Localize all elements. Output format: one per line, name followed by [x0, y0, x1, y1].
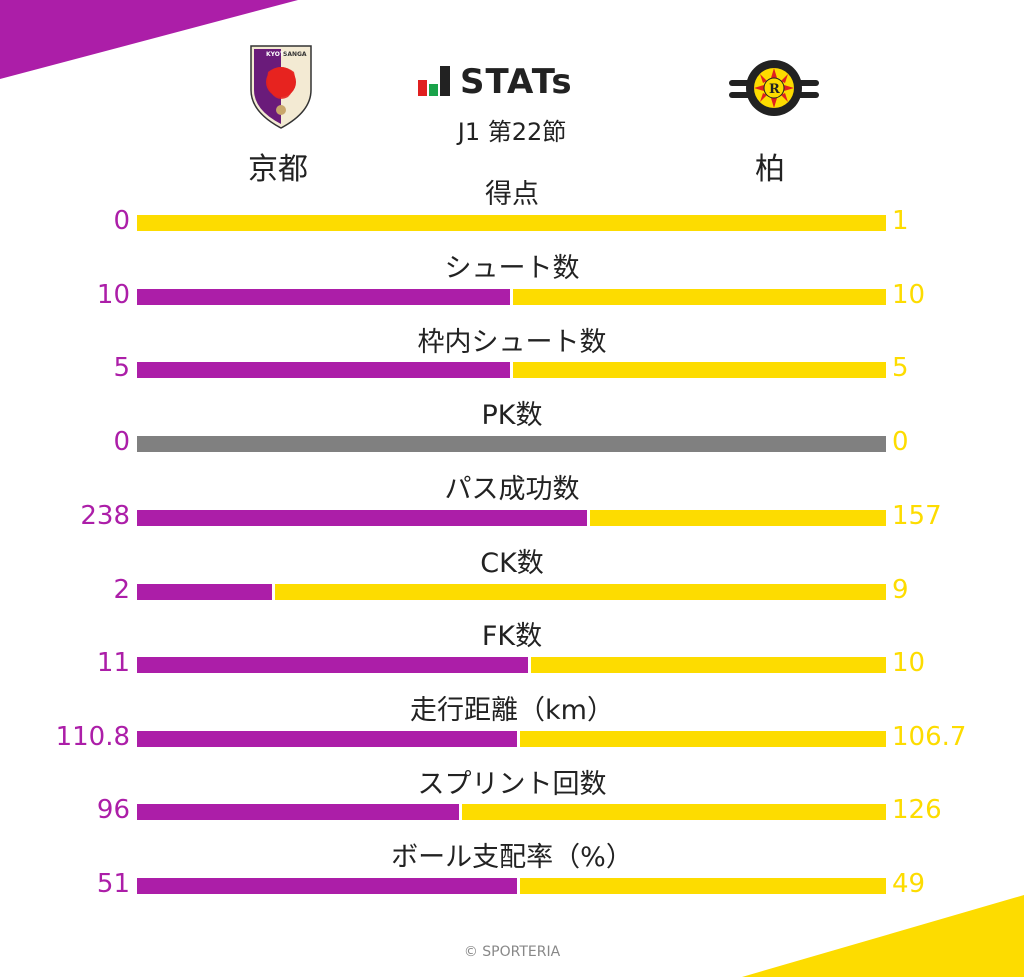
away-value: 0	[892, 427, 909, 457]
away-bar-segment	[462, 804, 886, 820]
comparison-bar	[137, 215, 886, 231]
comparison-bar	[137, 584, 886, 600]
stat-label: 枠内シュート数	[417, 327, 607, 358]
jstats-logo-icon	[418, 66, 450, 96]
home-value: 238	[80, 501, 130, 531]
comparison-bar	[137, 362, 886, 378]
away-value: 10	[892, 648, 926, 678]
stat-label: 走行距離（km）	[410, 695, 614, 726]
bar-divider	[528, 657, 531, 673]
comparison-bar	[137, 289, 886, 305]
home-value: 10	[96, 280, 130, 310]
away-value: 5	[892, 353, 909, 383]
stat-label: パス成功数	[444, 474, 580, 505]
stat-label: FK数	[481, 621, 543, 652]
stat-label: 得点	[485, 179, 539, 210]
home-value: 110.8	[55, 722, 130, 752]
stat-label: ボール支配率（%）	[391, 842, 633, 873]
away-team-name: 柏	[755, 152, 785, 187]
bar-divider	[587, 510, 590, 526]
away-value: 9	[892, 575, 909, 605]
away-bar-segment	[520, 878, 886, 894]
home-bar-segment	[137, 362, 510, 378]
copyright-footer: © SPORTERIA	[463, 944, 561, 960]
round-label: J1 第22節	[457, 118, 567, 146]
home-value: 51	[96, 869, 130, 899]
stat-label: シュート数	[444, 253, 580, 284]
away-bar-segment	[513, 289, 886, 305]
home-value: 5	[113, 353, 130, 383]
away-value: 157	[892, 501, 942, 531]
away-bar-segment	[275, 584, 886, 600]
match-header: KYOTO SANGA 京都 STATs J1 第22節 R 柏	[0, 0, 1024, 190]
svg-text:SANGA: SANGA	[283, 51, 307, 58]
home-value: 0	[113, 206, 130, 236]
home-bar-segment	[137, 657, 528, 673]
home-bar-segment	[137, 731, 517, 747]
stat-label: CK数	[480, 548, 544, 579]
bar-divider	[510, 289, 513, 305]
home-value: 96	[96, 795, 130, 825]
bar-divider	[517, 731, 520, 747]
home-team-name: 京都	[248, 152, 308, 187]
away-bar-segment	[531, 657, 886, 673]
bar-divider	[272, 584, 275, 600]
bar-divider	[510, 362, 513, 378]
jstats-brand: STATs	[418, 62, 573, 102]
home-bar-segment	[137, 584, 272, 600]
away-bar-segment	[520, 731, 886, 747]
home-value: 0	[113, 427, 130, 457]
svg-text:R: R	[769, 82, 780, 97]
bottom-right-decoration	[742, 895, 1024, 977]
svg-text:KYOTO: KYOTO	[266, 51, 289, 58]
away-value: 106.7	[892, 722, 967, 752]
away-value: 49	[892, 869, 926, 899]
away-value: 126	[892, 795, 942, 825]
home-bar-segment	[137, 804, 459, 820]
comparison-bar	[137, 731, 886, 747]
home-bar-segment	[137, 510, 587, 526]
bar-divider	[459, 804, 462, 820]
stat-label: PK数	[481, 400, 543, 431]
kyoto-sanga-logo-icon: KYOTO SANGA	[250, 45, 312, 129]
home-bar-segment	[137, 289, 510, 305]
away-value: 10	[892, 280, 926, 310]
home-value: 11	[96, 648, 130, 678]
comparison-bar	[137, 657, 886, 673]
stat-label: スプリント回数	[417, 769, 607, 800]
away-bar-segment	[513, 362, 886, 378]
kashiwa-reysol-logo-icon: R	[729, 60, 819, 116]
comparison-bar	[137, 804, 886, 820]
comparison-bar	[137, 510, 886, 526]
home-value: 2	[113, 575, 130, 605]
home-bar-segment	[137, 878, 517, 894]
away-bar-segment	[590, 510, 886, 526]
comparison-bar	[137, 878, 886, 894]
top-left-decoration	[0, 0, 298, 79]
brand-title: STATs	[460, 62, 573, 102]
bar-divider	[517, 878, 520, 894]
comparison-bar	[137, 436, 886, 452]
away-value: 1	[892, 206, 909, 236]
